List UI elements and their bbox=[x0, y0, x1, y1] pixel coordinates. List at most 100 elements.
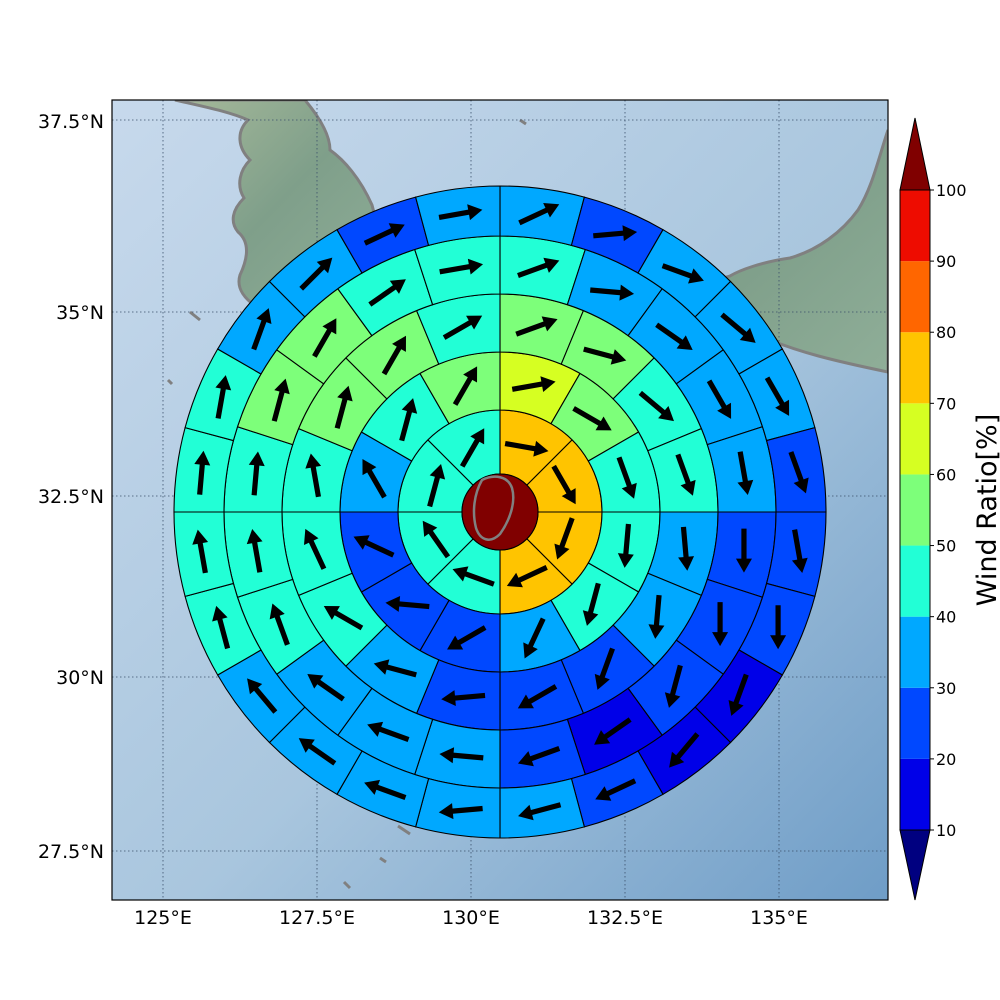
wind-arrow bbox=[764, 376, 790, 416]
wind-arrow bbox=[304, 528, 327, 570]
colorbar-label: Wind Ratio[%] bbox=[972, 414, 1000, 606]
wind-arrow bbox=[678, 526, 695, 571]
wind-arrow bbox=[299, 257, 333, 291]
lat-tick-label: 27.5°N bbox=[38, 841, 104, 863]
wind-arrow bbox=[269, 603, 290, 646]
colorbar-bin bbox=[900, 545, 930, 617]
wind-direction-arrows bbox=[192, 202, 809, 821]
wind-arrow bbox=[323, 606, 364, 631]
wind-arrow bbox=[712, 602, 729, 647]
colorbar-tick-label: 70 bbox=[936, 394, 956, 413]
wind-arrow bbox=[312, 318, 337, 358]
lat-tick-label: 35°N bbox=[56, 302, 104, 324]
colorbar-bin bbox=[900, 474, 930, 546]
wind-arrow bbox=[271, 378, 290, 422]
lat-tick-label: 37.5°N bbox=[38, 111, 104, 133]
colorbar-bin bbox=[900, 758, 930, 830]
map-frame bbox=[111, 99, 889, 901]
wind-arrow bbox=[362, 459, 387, 499]
wind-arrow bbox=[720, 312, 756, 343]
wind-arrow bbox=[737, 451, 754, 496]
wind-arrow bbox=[367, 721, 410, 743]
wind-arrow bbox=[669, 732, 700, 768]
wind-arrow bbox=[251, 308, 272, 351]
wind-arrow bbox=[459, 428, 485, 468]
lat-tick-label: 32.5°N bbox=[38, 486, 104, 508]
wind-arrow bbox=[307, 674, 345, 702]
lon-tick-label: 135°E bbox=[750, 907, 808, 929]
wind-arrow bbox=[427, 463, 446, 508]
colorbar-tick-label: 40 bbox=[936, 608, 956, 627]
lat-tick-label: 30°N bbox=[56, 667, 104, 689]
wind-arrow bbox=[441, 690, 486, 707]
wind-arrow bbox=[791, 529, 808, 573]
wind-arrow bbox=[655, 322, 693, 350]
lon-tick-label: 130°E bbox=[442, 907, 500, 929]
colorbar-tick-label: 20 bbox=[936, 750, 956, 769]
lon-tick-label: 125°E bbox=[134, 907, 192, 929]
wind-arrow bbox=[422, 520, 451, 559]
colorbar-bin bbox=[900, 332, 930, 404]
wind-arrow bbox=[589, 284, 635, 301]
wind-arrow bbox=[215, 375, 232, 419]
wind-arrow bbox=[452, 366, 478, 406]
wind-ratio-sectors bbox=[173, 185, 827, 839]
wind-arrow bbox=[439, 258, 484, 275]
wind-arrow bbox=[664, 664, 683, 708]
wind-ratio-sector bbox=[499, 185, 586, 247]
wind-arrow bbox=[442, 315, 483, 340]
colorbar-tick-label: 60 bbox=[936, 465, 956, 484]
map-area bbox=[111, 99, 889, 901]
wind-arrow bbox=[515, 316, 558, 337]
wind-arrow bbox=[648, 594, 665, 639]
wind-arrow bbox=[661, 263, 704, 284]
wind-arrow bbox=[353, 535, 395, 558]
wind-arrow bbox=[248, 451, 265, 496]
colorbar-extend-max bbox=[899, 117, 931, 191]
wind-arrow bbox=[595, 778, 637, 801]
colorbar-bin bbox=[900, 190, 930, 262]
wind-arrow bbox=[447, 625, 487, 650]
wind-arrow bbox=[788, 451, 809, 494]
colorbar-bin bbox=[900, 261, 930, 333]
wind-arrow bbox=[192, 529, 209, 574]
wind-arrow bbox=[735, 528, 752, 573]
wind-arrow bbox=[246, 528, 263, 573]
wind-arrow bbox=[194, 450, 211, 495]
wind-arrow bbox=[675, 453, 696, 496]
wind-arrow bbox=[506, 565, 548, 588]
wind-arrow bbox=[438, 803, 483, 820]
wind-arrow bbox=[518, 202, 560, 226]
wind-arrow bbox=[638, 390, 675, 422]
wind-arrow bbox=[504, 440, 549, 457]
center-coastline bbox=[472, 475, 515, 541]
colorbar-tick-label: 30 bbox=[936, 679, 956, 698]
wind-arrow bbox=[439, 747, 484, 764]
wind-arrow bbox=[551, 464, 576, 505]
colorbar-tick-label: 90 bbox=[936, 252, 956, 271]
wind-arrow bbox=[517, 684, 558, 709]
wind-arrow bbox=[517, 745, 561, 767]
wind-arrow bbox=[438, 204, 483, 221]
colorbar-bin bbox=[900, 687, 930, 759]
wind-arrow bbox=[518, 802, 562, 821]
colorbar: 10 20 30 40 50 60 70 80 90 100 bbox=[899, 117, 967, 901]
lon-tick-label: 127.5°E bbox=[279, 907, 355, 929]
wind-arrow bbox=[212, 605, 231, 650]
wind-arrow bbox=[381, 335, 406, 376]
wind-arrow bbox=[334, 385, 353, 429]
wind-arrow bbox=[728, 673, 749, 716]
wind-arrow bbox=[554, 517, 575, 560]
wind-arrow bbox=[594, 717, 632, 745]
lon-tick-label: 132.5°E bbox=[587, 907, 663, 929]
wind-arrow bbox=[593, 225, 638, 242]
longitude-axis: 125°E 127.5°E 130°E 132.5°E 135°E bbox=[134, 907, 808, 929]
wind-arrow bbox=[594, 647, 615, 690]
wind-arrow bbox=[298, 738, 337, 766]
wind-arrow bbox=[385, 595, 430, 612]
wind-arrow bbox=[706, 379, 732, 419]
wind-arrow bbox=[399, 398, 418, 442]
wind-arrow bbox=[523, 617, 546, 659]
wind-arrow bbox=[770, 605, 787, 650]
colorbar-bin bbox=[900, 403, 930, 475]
